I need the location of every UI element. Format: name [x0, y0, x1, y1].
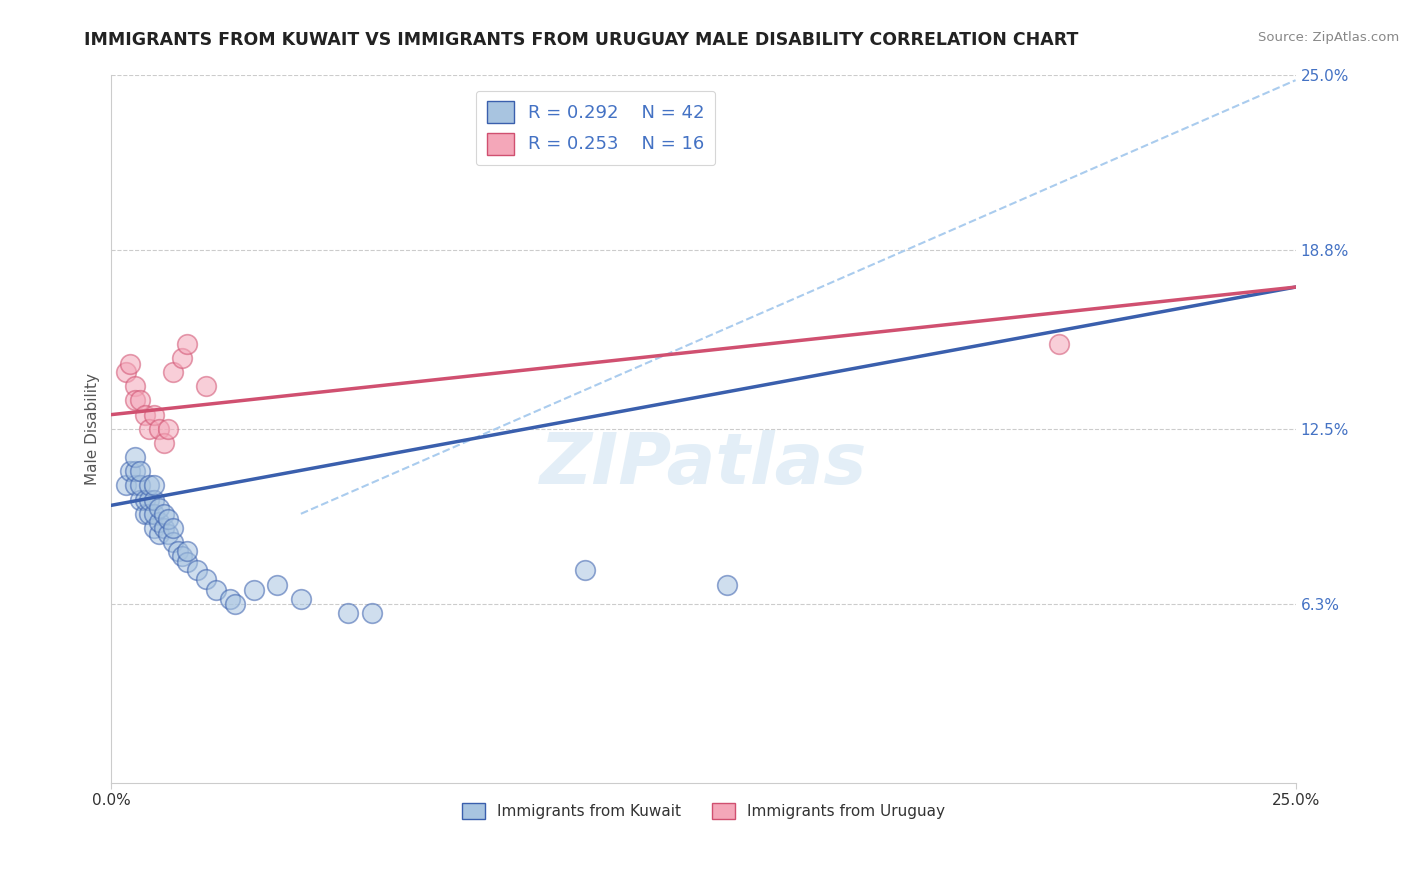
Point [148, 526, 170, 541]
Point [224, 598, 246, 612]
Point [120, 464, 142, 478]
Point [290, 591, 312, 606]
Point [157, 512, 180, 526]
Point [148, 516, 170, 530]
Point [172, 351, 194, 365]
Point [337, 606, 360, 620]
Point [120, 357, 142, 371]
Point [148, 422, 170, 436]
Point [152, 521, 174, 535]
Point [242, 583, 264, 598]
Point [172, 549, 194, 564]
Point [166, 543, 188, 558]
Point [218, 591, 240, 606]
Point [1047, 336, 1070, 351]
Point [124, 464, 146, 478]
Point [143, 492, 166, 507]
Point [361, 606, 384, 620]
Point [124, 379, 146, 393]
Point [128, 492, 150, 507]
Point [157, 526, 180, 541]
Point [195, 572, 218, 586]
Point [143, 507, 166, 521]
Point [266, 577, 288, 591]
Point [143, 408, 166, 422]
Point [124, 393, 146, 408]
Point [143, 521, 166, 535]
Point [162, 535, 184, 549]
Text: Source: ZipAtlas.com: Source: ZipAtlas.com [1258, 31, 1399, 45]
Point [716, 577, 738, 591]
Point [138, 507, 160, 521]
Text: IMMIGRANTS FROM KUWAIT VS IMMIGRANTS FROM URUGUAY MALE DISABILITY CORRELATION CH: IMMIGRANTS FROM KUWAIT VS IMMIGRANTS FRO… [84, 31, 1078, 49]
Point [114, 365, 136, 379]
Point [176, 555, 198, 569]
Point [157, 422, 180, 436]
Point [124, 450, 146, 464]
Point [134, 507, 156, 521]
Point [138, 478, 160, 492]
Point [143, 478, 166, 492]
Legend: Immigrants from Kuwait, Immigrants from Uruguay: Immigrants from Kuwait, Immigrants from … [456, 797, 950, 825]
Point [162, 521, 184, 535]
Point [176, 336, 198, 351]
Point [128, 478, 150, 492]
Point [124, 478, 146, 492]
Point [138, 422, 160, 436]
Point [204, 583, 226, 598]
Point [148, 501, 170, 516]
Point [128, 393, 150, 408]
Point [176, 543, 198, 558]
Text: ZIPatlas: ZIPatlas [540, 430, 868, 499]
Point [134, 408, 156, 422]
Point [114, 478, 136, 492]
Point [138, 492, 160, 507]
Point [152, 507, 174, 521]
Point [195, 379, 218, 393]
Point [162, 365, 184, 379]
Point [152, 436, 174, 450]
Y-axis label: Male Disability: Male Disability [86, 373, 100, 484]
Point [134, 492, 156, 507]
Point [128, 464, 150, 478]
Point [186, 564, 208, 578]
Point [574, 564, 596, 578]
